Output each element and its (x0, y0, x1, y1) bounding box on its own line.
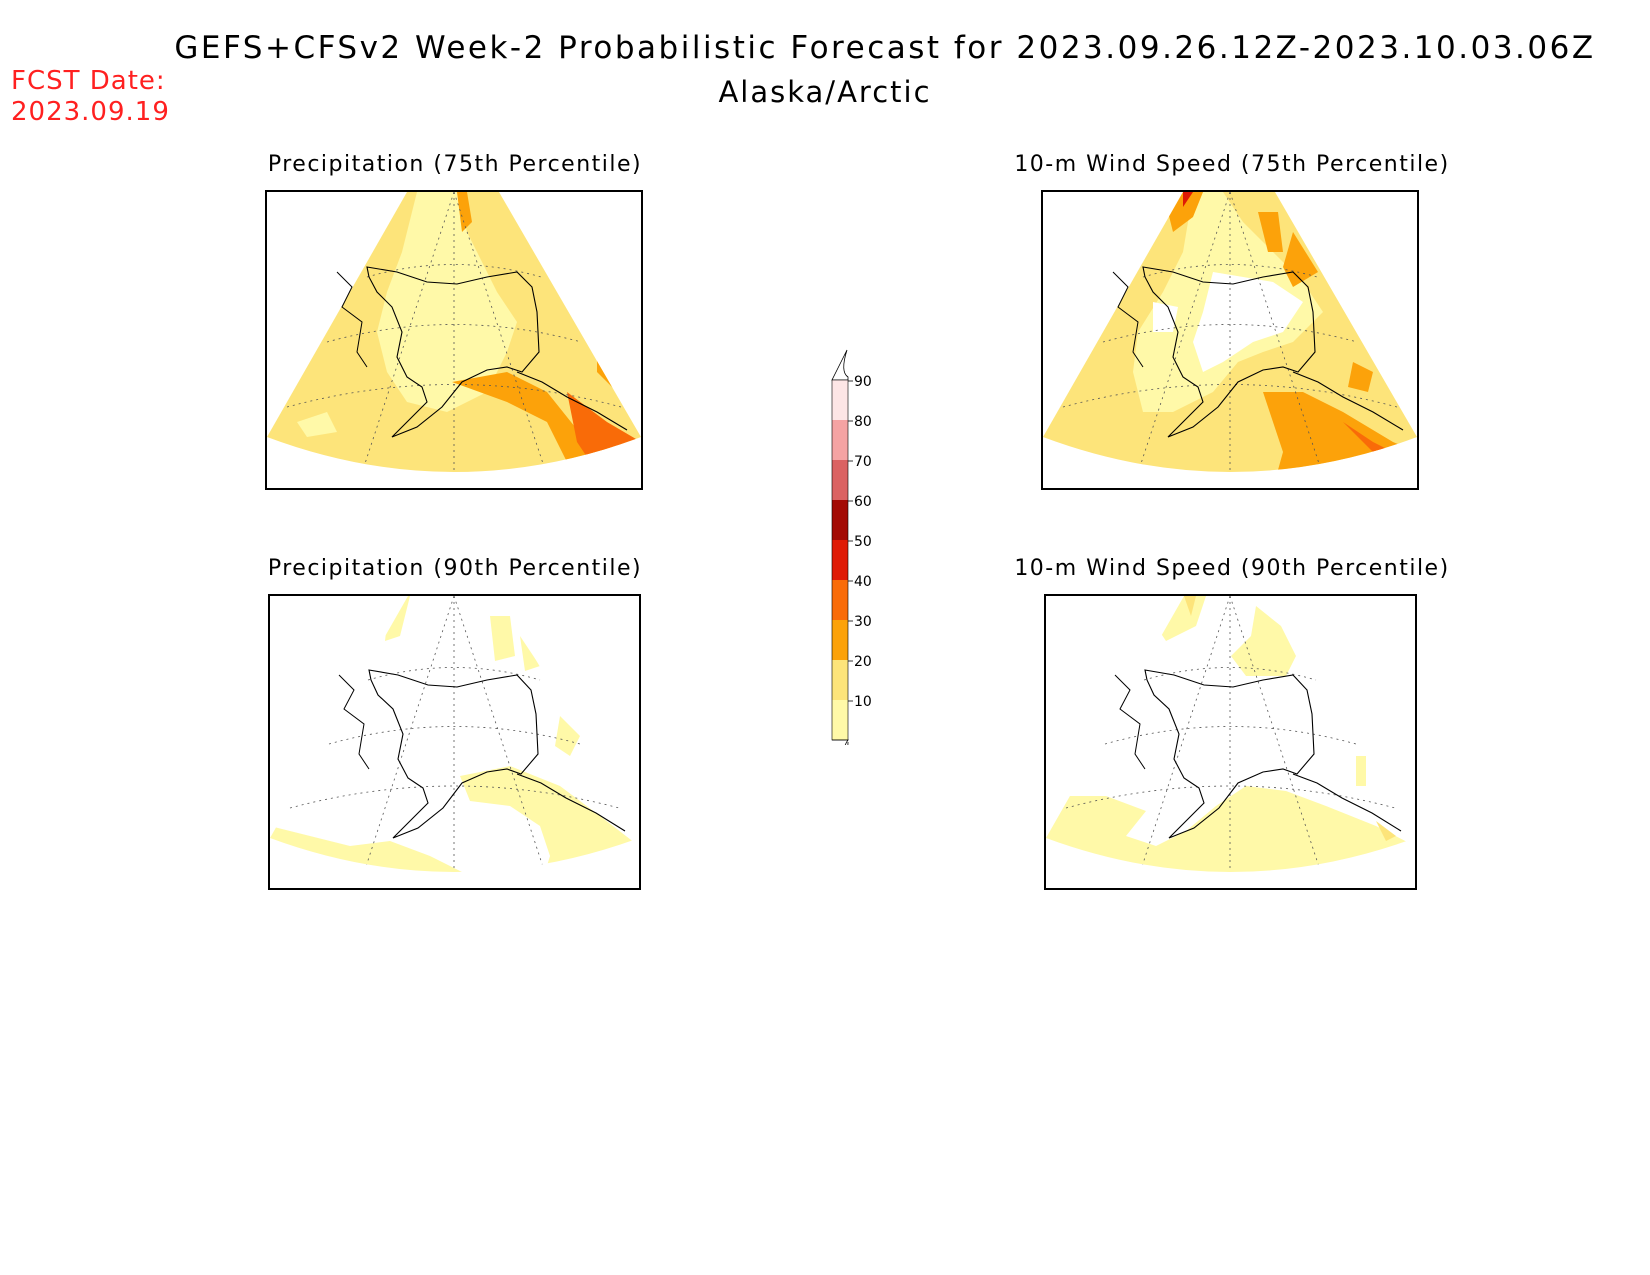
legend-swatch-50 (832, 540, 848, 580)
legend-label-70: 70 (854, 454, 872, 470)
legend-swatch-40 (832, 580, 848, 620)
panel-title-precip-75: Precipitation (75th Percentile) (267, 152, 643, 177)
legend-label-40: 40 (854, 574, 872, 590)
color-legend: 90 80 70 60 50 40 30 20 10 (820, 335, 880, 776)
color-legend-bar: 90 80 70 60 50 40 30 20 10 (831, 349, 872, 776)
panel-title-wind-75: 10-m Wind Speed (75th Percentile) (1014, 152, 1450, 177)
map-wind-90 (1044, 594, 1417, 890)
legend-label-20: 20 (854, 654, 872, 670)
panel-title-wind-90: 10-m Wind Speed (90th Percentile) (1014, 556, 1450, 581)
legend-label-60: 60 (854, 494, 872, 510)
legend-border (831, 379, 849, 741)
map-precip-90 (268, 594, 641, 890)
legend-top-cap (831, 349, 849, 381)
legend-swatch-90 (832, 380, 848, 420)
legend-label-80: 80 (854, 414, 872, 430)
legend-label-30: 30 (854, 614, 872, 630)
legend-swatch-70 (832, 460, 848, 500)
map-wind-75 (1041, 190, 1419, 490)
main-title: GEFS+CFSv2 Week-2 Probabilistic Forecast… (174, 30, 1596, 66)
legend-swatch-60 (832, 500, 848, 540)
legend-label-90: 90 (854, 374, 872, 390)
legend-swatch-10 (832, 700, 848, 740)
panel-title-precip-90: Precipitation (90th Percentile) (267, 556, 643, 581)
fcst-date-value: 2023.09.19 (11, 97, 170, 127)
legend-swatch-80 (832, 420, 848, 460)
fcst-date-label: FCST Date: (11, 66, 166, 96)
forecast-date-block: FCST Date: 2023.09.19 (11, 66, 170, 128)
legend-label-10: 10 (854, 694, 872, 710)
legend-swatch-20 (832, 660, 848, 700)
legend-swatch-30 (832, 620, 848, 660)
map-precip-75 (265, 190, 643, 490)
legend-label-50: 50 (854, 534, 872, 550)
region-subtitle: Alaska/Arctic (718, 75, 932, 109)
legend-bottom-cap (832, 739, 849, 776)
